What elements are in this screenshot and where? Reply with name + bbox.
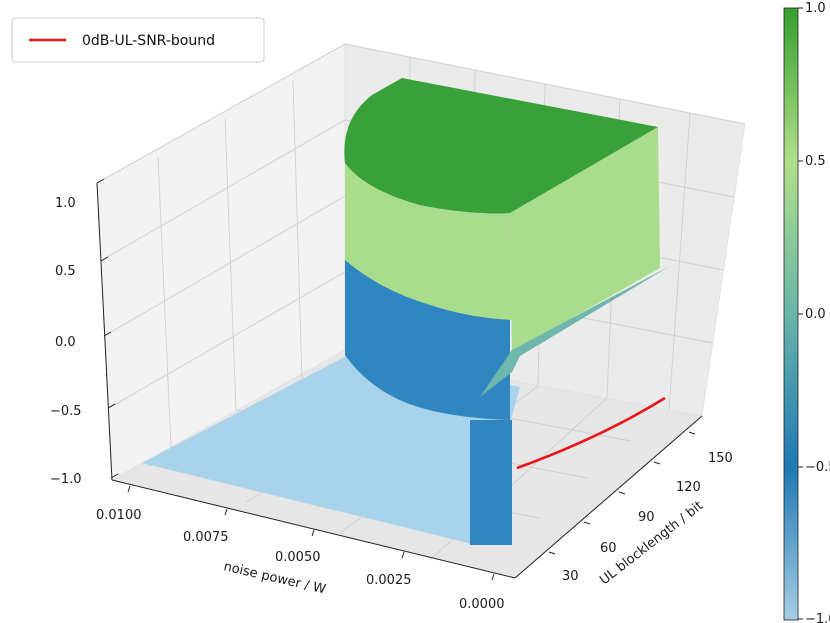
surface-top [344, 78, 658, 214]
legend-label: 0dB-UL-SNR-bound [82, 33, 215, 49]
colorbar-tick-label: 0.5 [805, 154, 826, 169]
legend-box [11, 17, 265, 63]
surface-wall-lower [470, 420, 512, 545]
surface-wall-upper-left [345, 163, 512, 320]
legend: 0dB-UL-SNR-bound [11, 17, 265, 63]
y-tick-label: 30 [562, 569, 579, 584]
z-tick-label: 0.0 [55, 335, 76, 350]
colorbar-tick-label: −0.5 [805, 460, 830, 475]
surface-wall-upper-right [510, 127, 660, 352]
z-ticks [96, 178, 119, 479]
y-tick-label: 60 [600, 541, 617, 556]
x-tick-label: 0.0025 [366, 573, 412, 588]
y-tick-label: 120 [676, 480, 701, 495]
colorbar-gradient [783, 7, 799, 621]
x-tick-label: 0.0075 [183, 530, 229, 545]
x-axis-title: noise power / W [222, 559, 327, 597]
y-ticks [548, 431, 696, 555]
snr-bound-line [516, 396, 666, 470]
colorbar: 1.0 0.5 0.0 −0.5 −1.0 [783, 1, 830, 623]
x-tick-label: 0.0000 [459, 597, 505, 612]
x-tick-label: 0.0050 [275, 550, 321, 565]
colorbar-tick-label: −1.0 [805, 612, 830, 623]
x-tick-label: 0.0100 [96, 508, 142, 523]
x-ticks [127, 485, 495, 581]
z-tick-label: −0.5 [50, 404, 82, 419]
z-tick-label: 1.0 [55, 196, 76, 211]
colorbar-tick-label: 1.0 [805, 1, 826, 16]
surface [142, 78, 670, 545]
z-tick-label: 0.5 [55, 264, 76, 279]
y-tick-label: 150 [708, 451, 733, 466]
y-tick-label: 90 [638, 510, 655, 525]
z-tick-label: −1.0 [50, 472, 82, 487]
axes-edges [96, 182, 703, 579]
colorbar-tick-label: 0.0 [805, 307, 826, 322]
